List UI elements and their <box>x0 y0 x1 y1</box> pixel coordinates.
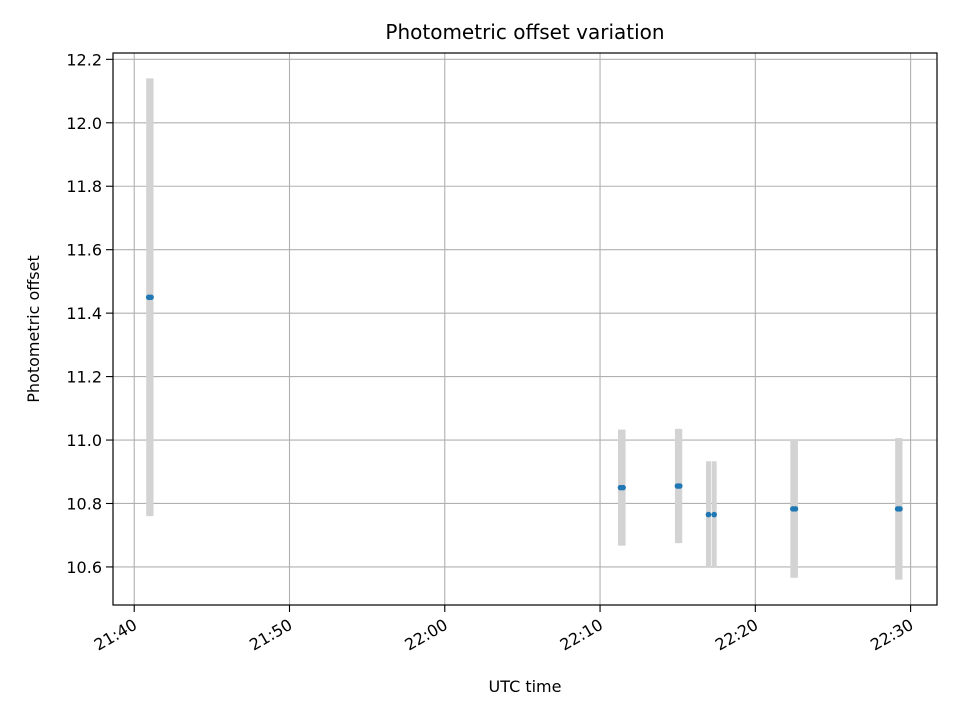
data-point <box>620 484 626 491</box>
y-tick-label: 12.2 <box>66 50 102 69</box>
grid <box>113 53 937 605</box>
y-tick-label: 11.8 <box>66 177 102 196</box>
data-point <box>711 511 717 518</box>
data-point <box>148 294 154 301</box>
y-tick-label: 11.2 <box>66 368 102 387</box>
y-tick-label: 11.6 <box>66 241 102 260</box>
data-points <box>145 294 903 518</box>
data-point <box>792 506 799 512</box>
chart-title: Photometric offset variation <box>385 20 664 44</box>
data-point <box>676 483 683 489</box>
y-tick-label: 10.6 <box>66 558 102 577</box>
x-axis-label: UTC time <box>489 677 562 696</box>
y-tick-label: 11.4 <box>66 304 102 323</box>
plot-frame <box>112 52 938 606</box>
y-axis-label: Photometric offset <box>24 255 43 403</box>
y-tick-label: 10.8 <box>66 494 102 513</box>
y-tick-label: 11.0 <box>66 431 102 450</box>
axis-ticks <box>106 58 912 612</box>
data-point <box>705 511 712 518</box>
data-point <box>897 506 903 512</box>
y-tick-label: 12.0 <box>66 114 102 133</box>
